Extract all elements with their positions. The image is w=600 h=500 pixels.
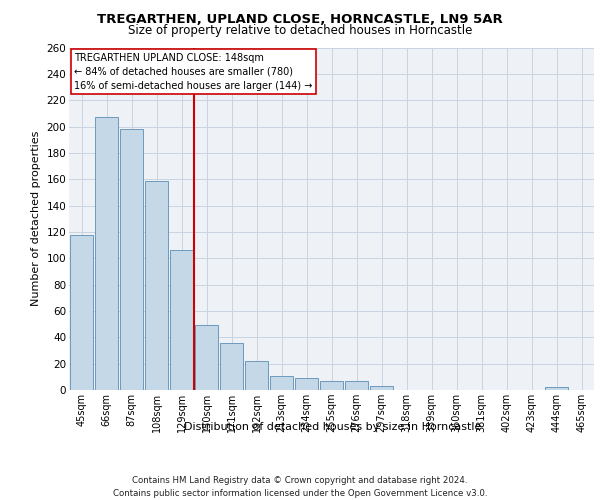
Bar (170, 250, 193, 390)
Bar (220, 342, 244, 390)
Bar (320, 381, 343, 390)
Bar (145, 180, 169, 390)
Y-axis label: Number of detached properties: Number of detached properties (31, 131, 41, 306)
Text: TREGARTHEN UPLAND CLOSE: 148sqm
← 84% of detached houses are smaller (780)
16% o: TREGARTHEN UPLAND CLOSE: 148sqm ← 84% of… (74, 52, 313, 90)
Bar (119, 129, 143, 390)
Bar (194, 326, 218, 390)
Bar (269, 376, 293, 390)
Bar (344, 381, 368, 390)
Bar (545, 388, 568, 390)
Text: Distribution of detached houses by size in Horncastle: Distribution of detached houses by size … (184, 422, 482, 432)
Text: Size of property relative to detached houses in Horncastle: Size of property relative to detached ho… (128, 24, 472, 37)
Bar (70, 234, 94, 390)
Text: TREGARTHEN, UPLAND CLOSE, HORNCASTLE, LN9 5AR: TREGARTHEN, UPLAND CLOSE, HORNCASTLE, LN… (97, 13, 503, 26)
Bar (295, 378, 319, 390)
Bar (95, 118, 118, 390)
Bar (245, 361, 268, 390)
Bar (370, 386, 394, 390)
Text: Contains HM Land Registry data © Crown copyright and database right 2024.
Contai: Contains HM Land Registry data © Crown c… (113, 476, 487, 498)
